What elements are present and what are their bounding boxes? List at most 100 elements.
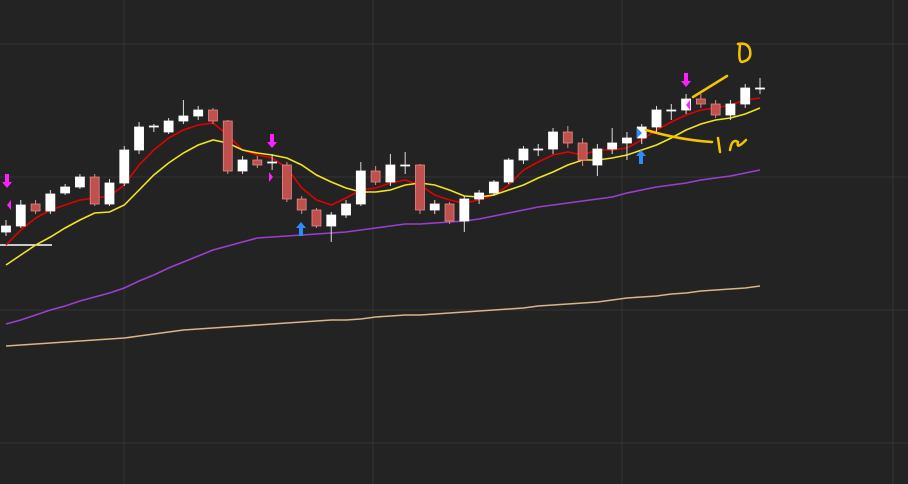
candle [415,164,425,214]
candle-body [148,125,159,128]
candle-body [488,181,499,194]
candle-body [695,98,706,105]
candle-body [429,203,440,211]
candle [252,156,263,168]
plot [1,78,765,347]
candle-body [296,198,307,211]
candle [163,118,174,134]
candle [75,174,85,189]
candle-body [30,203,41,212]
candle [355,162,366,206]
candle-body [725,103,736,116]
candle [562,126,573,148]
moving-average-line [5,285,761,347]
candle-body [222,120,233,172]
candle-body [740,87,751,105]
candle [695,94,706,108]
candle [45,190,56,214]
candle [296,196,307,214]
candle-body [577,142,588,161]
moving-average-line [5,97,761,246]
moving-average-line [5,107,761,266]
candle-body [651,109,662,128]
candle [444,202,455,224]
candle [385,154,396,186]
candle [592,144,603,176]
candle-body [666,109,677,112]
drawn-mark [716,136,722,154]
candle-body [400,164,411,167]
candle-body [518,148,529,161]
candle [178,100,189,124]
candle [370,166,381,185]
candle [755,78,765,94]
candle [15,200,26,228]
candle-body [755,87,765,90]
candle-body [592,148,603,166]
candle [104,179,115,206]
candle-body [459,198,470,222]
candle [533,144,544,156]
candle [518,146,529,164]
moving-average-line [5,169,761,325]
candle [740,84,751,108]
annotations [644,42,752,154]
candle [666,104,677,120]
candle [148,124,159,132]
candle-body [444,203,455,222]
candle [311,208,322,228]
candle [607,128,618,154]
candle-body [193,109,204,117]
signal-marker [637,128,642,138]
drawn-mark [728,138,748,152]
candle-body [163,120,174,133]
drawn-line [644,128,714,144]
candle-body [104,182,115,205]
candle-body [311,209,322,227]
candle [488,180,499,196]
candle [30,200,41,214]
buy-arrow [636,150,646,164]
candle-body [548,131,558,150]
sell-arrow [267,134,277,148]
candle-body [45,193,56,212]
candle [577,138,588,166]
candle [119,146,130,186]
candle [193,106,204,120]
candle-body [252,159,263,166]
candle-body [607,142,618,150]
drawn-mark [736,42,752,64]
candle-body [208,109,218,122]
candle [208,108,218,124]
candle [400,152,411,174]
candle-body [385,164,396,183]
signal-marker [269,172,273,182]
candle-body [15,204,26,227]
candle-body [355,170,366,205]
candle [622,132,632,160]
candle-body [119,149,130,184]
candle-body [237,159,248,172]
candle-body [710,103,721,116]
candle [429,200,440,214]
candle-body [1,225,11,233]
candle [459,196,470,232]
candle [710,100,721,118]
candle-body [681,98,691,111]
candle [474,190,484,204]
sell-arrow [681,73,691,87]
candle-body [75,176,85,188]
candle [341,200,351,218]
drawn-line [691,74,729,99]
candle [326,212,337,242]
candle [725,100,736,120]
candle [222,120,233,174]
candle-body [415,164,425,211]
sell-arrow [2,174,12,188]
candle-body [562,131,573,144]
candle-body [60,186,71,194]
candle [681,94,691,114]
candle [60,184,71,195]
candle-body [89,176,100,205]
